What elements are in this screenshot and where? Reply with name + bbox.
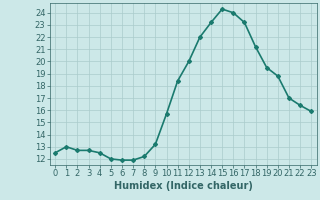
X-axis label: Humidex (Indice chaleur): Humidex (Indice chaleur) [114, 181, 252, 191]
